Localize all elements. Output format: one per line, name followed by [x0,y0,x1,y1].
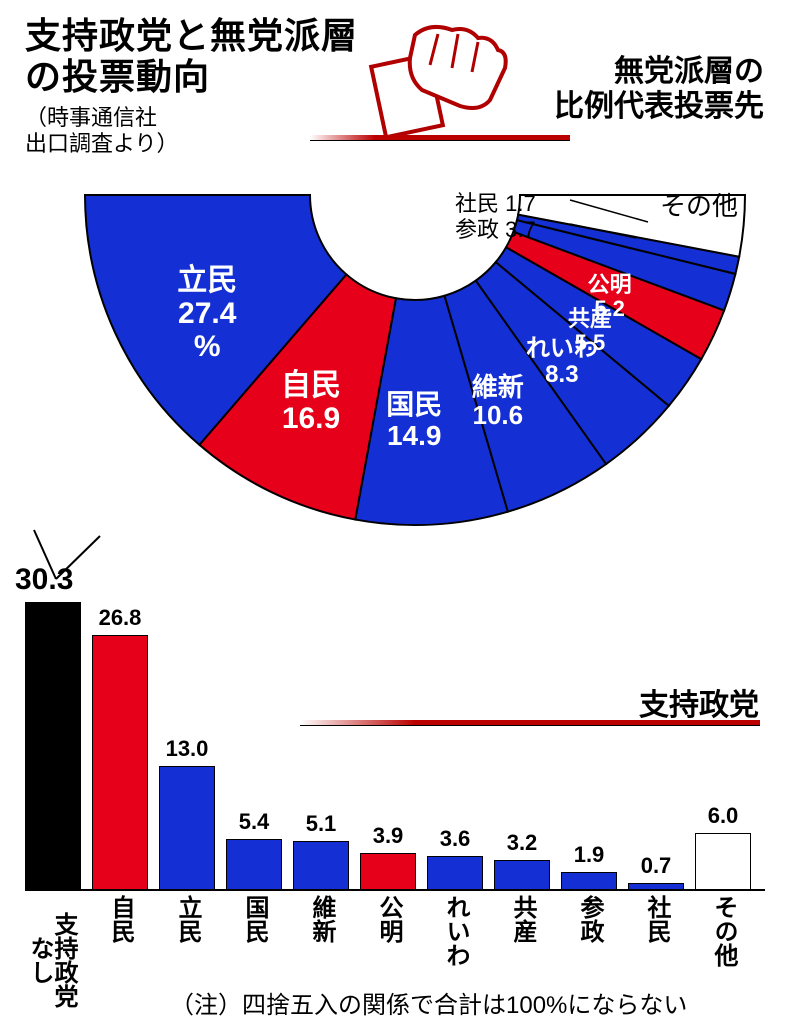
bar-value-9: 0.7 [641,853,672,879]
bar-cat-0: 支持政党なし [27,895,75,1024]
bar-7 [494,860,550,890]
bar-cat-6: れいわ [443,895,467,967]
bar-cat-9: 社民 [644,895,668,943]
bar-cat-2: 立民 [175,895,199,943]
bar-9 [628,883,684,890]
bar-value-2: 13.0 [166,736,209,762]
footnote: （注）四捨五入の関係で合計は100%にならない [170,985,687,1020]
bar-3 [226,839,282,890]
bar-value-5: 3.9 [373,823,404,849]
bar-6 [427,856,483,890]
bar-cat-8: 参政 [577,895,601,943]
bar-4 [293,841,349,890]
bar-value-1: 26.8 [99,605,142,631]
bar-cat-1: 自民 [108,895,132,943]
bar-8 [561,872,617,890]
bar-value-8: 1.9 [574,842,605,868]
bar-value-3: 5.4 [239,809,270,835]
bar-cat-10: その他 [711,895,735,967]
bar-2 [159,766,215,890]
callout-num: 30.3 [15,563,73,596]
bar-value-10: 6.0 [708,803,739,829]
bar-chart: 26.8 13.0 5.4 5.1 3.9 3.6 3.2 1.9 0.7 6.0 [25,595,765,890]
bar-value-7: 3.2 [507,830,538,856]
bar-cat-4: 維新 [309,895,333,943]
bar-value-4: 5.1 [306,811,337,837]
bar-value-6: 3.6 [440,826,471,852]
bar-0 [25,602,81,890]
bar-cat-3: 国民 [242,895,266,943]
bar-cat-5: 公明 [376,895,400,943]
bar-cat-7: 共産 [510,895,534,943]
bar-5 [360,853,416,890]
bar-1 [92,635,148,890]
bar-10 [695,833,751,890]
